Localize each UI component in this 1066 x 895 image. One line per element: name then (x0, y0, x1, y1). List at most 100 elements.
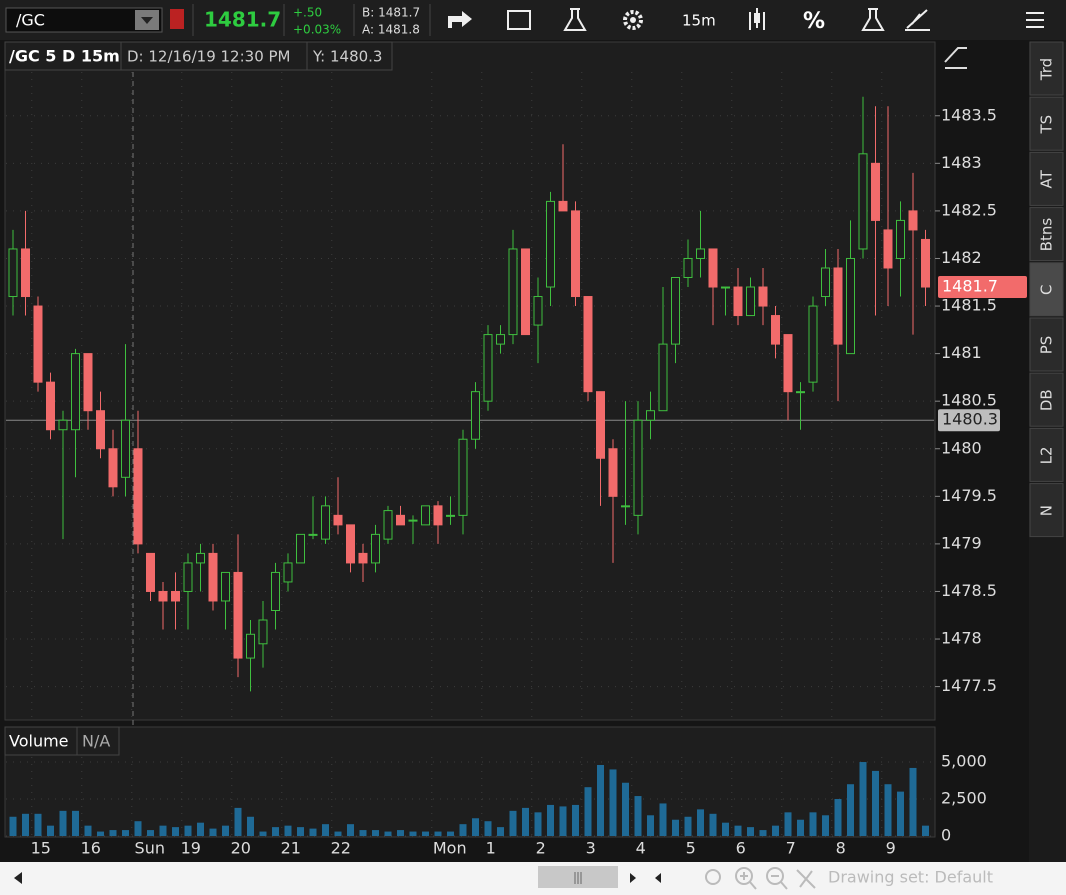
candle-body (71, 353, 80, 431)
volume-bar (97, 831, 104, 836)
zoom-tools[interactable] (705, 867, 816, 890)
candle-body (496, 334, 505, 345)
alert-icon[interactable] (170, 9, 184, 29)
candle-body (383, 510, 393, 540)
candle-body (596, 391, 605, 459)
percent-toggle[interactable]: % (803, 9, 825, 34)
drawing-icon[interactable] (905, 9, 930, 31)
volume-bar (697, 809, 704, 836)
dropdown-arrow (141, 17, 153, 24)
x-tick-label: 3 (586, 839, 596, 858)
candle-body (333, 514, 343, 526)
volume-bar (547, 804, 554, 836)
x-tick-label: 22 (331, 839, 351, 858)
candle-body (296, 533, 305, 564)
y-tick-label: 1480 (941, 438, 982, 457)
y-tick-label: 1482.5 (941, 200, 997, 219)
volume-bar (259, 831, 267, 836)
candle-body (571, 210, 580, 298)
volume-bar (559, 806, 567, 836)
x-tick-label: Mon (433, 839, 467, 858)
volume-bar (584, 787, 592, 836)
price-panel (4, 41, 936, 721)
side-tab[interactable] (1029, 262, 1064, 317)
candle-body (196, 552, 205, 564)
x-tick-label: 20 (231, 839, 251, 858)
side-tab[interactable] (1029, 372, 1064, 427)
candle-body (533, 296, 543, 326)
candle-body (396, 514, 405, 526)
candle-body (371, 533, 380, 564)
volume-bar (834, 799, 842, 836)
volume-bar (859, 762, 867, 836)
candle-body (446, 514, 455, 517)
studies-icon[interactable] (563, 8, 587, 31)
volume-bar (247, 816, 254, 836)
side-tab-label: N (1038, 505, 1056, 516)
volume-bar (659, 803, 667, 836)
volume-bar (909, 767, 917, 836)
volume-bar (472, 818, 479, 836)
candle-body (508, 248, 518, 336)
style-icon[interactable] (944, 47, 967, 69)
side-tab[interactable] (1029, 317, 1064, 372)
side-tab[interactable] (1029, 151, 1064, 206)
side-tab[interactable] (1029, 483, 1064, 538)
volume-bar (359, 830, 367, 836)
candle-body (646, 410, 655, 421)
pct-change: +0.03% (293, 23, 341, 37)
candle-body (546, 200, 555, 288)
candle-body (271, 571, 280, 611)
candle-body (208, 552, 218, 602)
side-tab[interactable] (1029, 96, 1064, 151)
side-tab-label: C (1038, 285, 1056, 295)
volume-bar (797, 819, 804, 836)
candle-body (683, 257, 693, 279)
y-tick-label: 1479.5 (941, 486, 997, 505)
volume-bar (809, 812, 817, 836)
y-tick-label: 1478 (941, 629, 982, 648)
volume-bar (534, 812, 542, 836)
x-tick-label: 5 (686, 839, 696, 858)
candle-body (708, 248, 718, 288)
volume-bar (772, 825, 779, 836)
net-change: +.50 (293, 6, 322, 20)
candle-body (8, 248, 18, 298)
x-tick-label: 15 (31, 839, 51, 858)
date-box (120, 41, 308, 71)
volume-bar (747, 827, 754, 836)
volume-bar (897, 791, 904, 836)
volume-bar (22, 813, 29, 836)
share-icon[interactable] (448, 11, 472, 28)
side-tab[interactable] (1029, 427, 1064, 482)
interval[interactable]: 15m (682, 12, 716, 30)
settings-icon[interactable] (623, 10, 643, 30)
menu-icon[interactable] (1026, 12, 1044, 28)
candle-body (883, 229, 893, 269)
scroll-left[interactable] (14, 872, 22, 884)
scroll-grip (574, 872, 582, 884)
x-tick-label: 2 (536, 839, 546, 858)
info-icon[interactable] (507, 10, 531, 30)
candle-body (658, 343, 668, 412)
side-tab[interactable] (1029, 207, 1064, 262)
candle-body (846, 257, 855, 355)
candle-body (796, 391, 805, 394)
candle-body (671, 277, 680, 345)
volume-bar (309, 828, 317, 836)
x-tick-label: Sun (135, 839, 165, 858)
side-tab-label: PS (1038, 336, 1056, 355)
drawing-set[interactable]: Drawing set: Default (828, 868, 993, 887)
volume-readout-box (76, 726, 120, 756)
y-box (306, 41, 393, 71)
settings-icon-core (630, 17, 636, 23)
flask-icon[interactable] (861, 8, 885, 31)
volume-bar (184, 825, 192, 836)
volume-bar (234, 807, 242, 836)
candle-body (733, 286, 743, 317)
x-tick-label: 4 (636, 839, 646, 858)
volume-bar (347, 824, 354, 836)
bid: B: 1481.7 (362, 6, 420, 20)
side-tab[interactable] (1029, 41, 1064, 96)
